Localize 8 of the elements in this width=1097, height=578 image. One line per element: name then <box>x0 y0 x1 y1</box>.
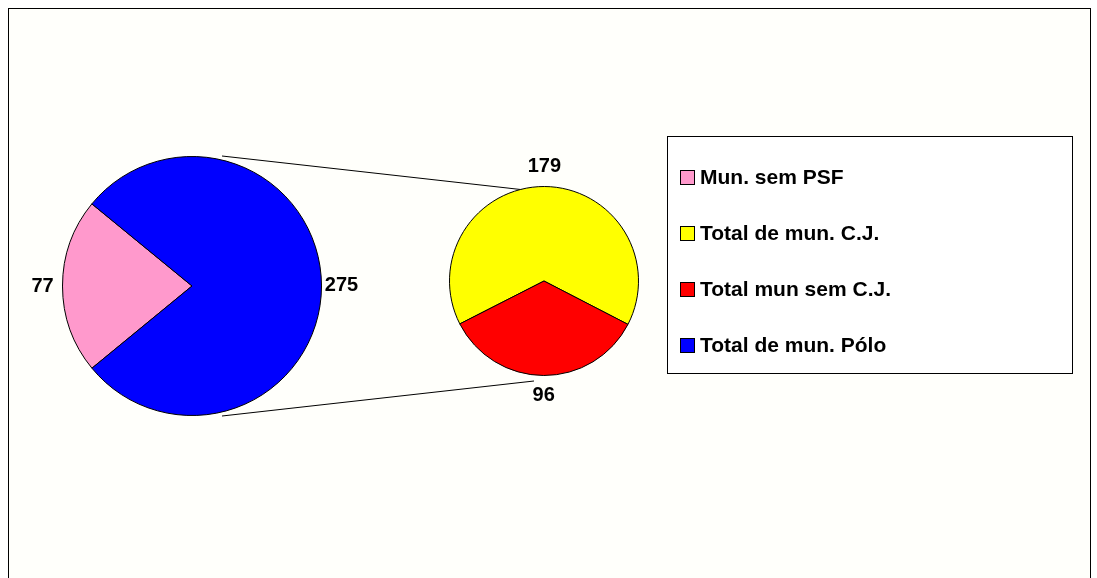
legend-label: Mun. sem PSF <box>700 165 844 189</box>
data-label: 77 <box>31 273 54 296</box>
legend-label: Total de mun. Pólo <box>700 333 887 357</box>
legend-label: Total de mun. C.J. <box>700 221 880 245</box>
data-label: 96 <box>532 383 555 406</box>
data-label: 275 <box>324 273 359 296</box>
data-label: 179 <box>527 154 562 177</box>
legend-label: Total mun sem C.J. <box>700 277 891 301</box>
